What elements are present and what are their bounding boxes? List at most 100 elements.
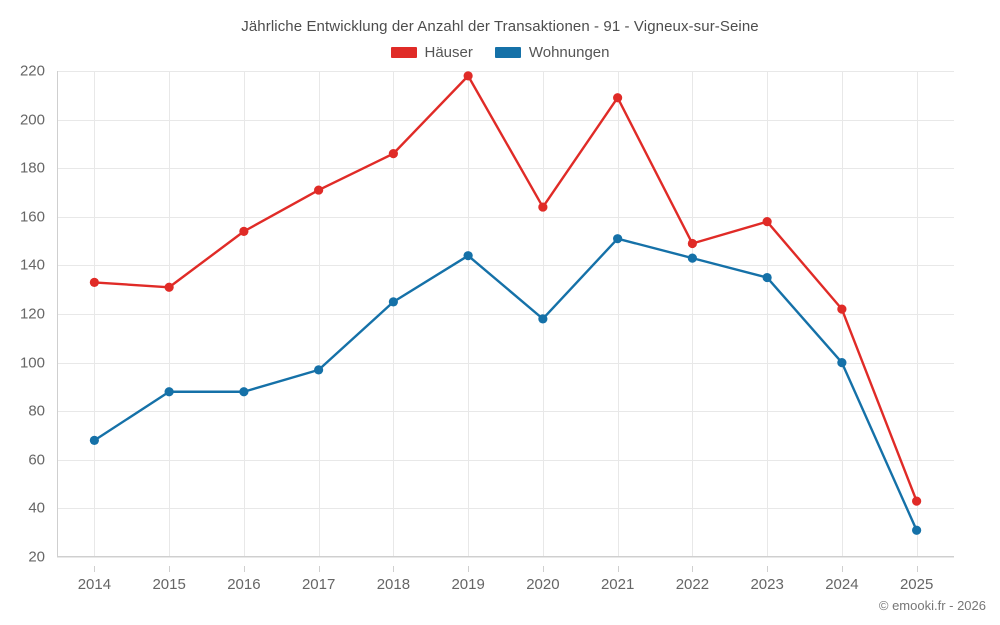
footer-credit: © emooki.fr - 2026 <box>878 598 986 613</box>
x-tick-label: 2018 <box>376 576 411 593</box>
data-point[interactable] <box>613 93 623 103</box>
series-wohnungen <box>89 234 922 535</box>
y-tick-label: 20 <box>28 548 45 566</box>
gridline-horizontal <box>57 168 954 170</box>
y-tick-label: 80 <box>28 402 45 420</box>
x-tick-mark <box>393 566 395 572</box>
gridline-vertical <box>916 71 918 557</box>
series-haeuser <box>89 71 922 506</box>
gridline-vertical <box>767 71 769 557</box>
line-swatch-icon <box>494 47 521 58</box>
x-axis-line <box>57 556 954 557</box>
gridline-vertical <box>243 71 245 557</box>
x-tick-mark <box>692 566 694 572</box>
gridline-horizontal <box>57 459 954 461</box>
data-point[interactable] <box>89 435 99 445</box>
x-tick-mark <box>617 566 619 572</box>
y-axis-line <box>57 71 58 557</box>
gridline-horizontal <box>57 411 954 413</box>
x-axis-tick-labels: 2014 2015 2016 2017 2018 2019 2020 2021 2022 2023… <box>57 566 954 593</box>
x-tick-label: 2023 <box>750 576 784 593</box>
gridline-vertical <box>841 71 843 557</box>
legend-label-haeuser: Häuser <box>424 44 473 61</box>
gridline-vertical <box>393 71 395 557</box>
y-tick-label: 120 <box>19 305 45 323</box>
x-tick-mark <box>169 566 171 572</box>
legend-item-haeuser[interactable]: Häuser <box>390 44 473 61</box>
gridline-horizontal <box>57 265 954 267</box>
gridline-horizontal <box>57 71 954 72</box>
series-line <box>93 74 918 503</box>
x-tick-label: 2022 <box>675 576 710 593</box>
gridline-vertical <box>169 71 171 557</box>
x-tick-mark <box>468 566 470 572</box>
x-tick-label: 2014 <box>77 576 112 593</box>
chart-title: Jährliche Entwicklung der Anzahl der Tra… <box>241 18 759 35</box>
data-point[interactable] <box>164 387 174 397</box>
data-point[interactable] <box>314 185 324 195</box>
gridline-horizontal <box>57 508 954 510</box>
plot-area <box>57 71 954 558</box>
x-tick-label: 2017 <box>301 576 336 593</box>
x-tick-mark <box>767 566 769 572</box>
series-line <box>93 237 918 532</box>
x-tick-mark <box>916 566 918 572</box>
y-axis-tick-labels: 20 40 60 80 100 120 140 160 180 200 220 <box>0 63 45 566</box>
data-point[interactable] <box>388 297 398 307</box>
x-tick-label: 2025 <box>899 576 934 593</box>
data-point[interactable] <box>762 272 772 283</box>
data-point[interactable] <box>164 282 174 292</box>
data-point[interactable] <box>687 238 697 249</box>
y-tick-label: 220 <box>19 62 45 80</box>
data-point[interactable] <box>837 304 847 314</box>
x-tick-label: 2021 <box>600 576 635 593</box>
data-point[interactable] <box>538 314 548 324</box>
data-point[interactable] <box>388 149 398 159</box>
x-tick-label: 2019 <box>451 576 485 593</box>
gridline-horizontal <box>57 119 954 121</box>
data-point[interactable] <box>837 358 847 368</box>
x-tick-label: 2020 <box>526 576 560 593</box>
data-point[interactable] <box>687 253 697 263</box>
x-tick-mark <box>542 566 544 572</box>
gridline-vertical <box>542 71 544 557</box>
data-point[interactable] <box>463 71 473 81</box>
gridline-vertical <box>318 71 320 557</box>
y-tick-label: 40 <box>28 499 45 517</box>
data-point[interactable] <box>613 234 623 244</box>
legend-item-wohnungen[interactable]: Wohnungen <box>494 44 610 61</box>
y-tick-label: 200 <box>19 111 45 129</box>
y-tick-label: 60 <box>28 451 45 469</box>
data-point[interactable] <box>89 277 99 288</box>
data-point[interactable] <box>538 202 548 212</box>
data-point[interactable] <box>912 496 922 506</box>
gridline-vertical <box>94 71 96 557</box>
x-tick-mark <box>318 566 320 572</box>
series-layer <box>89 71 922 535</box>
data-point[interactable] <box>463 251 473 261</box>
x-tick-label: 2015 <box>152 576 186 593</box>
y-tick-label: 100 <box>19 354 45 372</box>
gridline-vertical <box>468 71 470 557</box>
legend-label-wohnungen: Wohnungen <box>528 44 610 61</box>
gridline-horizontal <box>57 314 954 315</box>
gridline-vertical <box>692 71 694 557</box>
gridline-horizontal <box>57 362 954 364</box>
x-tick-label: 2016 <box>227 576 261 593</box>
y-tick-label: 180 <box>19 159 45 177</box>
data-point[interactable] <box>912 525 922 535</box>
y-tick-label: 140 <box>19 256 45 274</box>
data-point[interactable] <box>762 217 772 227</box>
data-point[interactable] <box>239 226 249 236</box>
gridline-horizontal <box>57 557 954 558</box>
x-tick-mark <box>841 566 843 572</box>
x-tick-mark <box>243 566 245 572</box>
y-tick-label: 160 <box>19 208 45 226</box>
data-point[interactable] <box>239 387 249 397</box>
x-tick-mark <box>94 566 96 572</box>
gridline-vertical <box>617 71 619 557</box>
line-swatch-icon <box>390 47 417 58</box>
chart-legend: Häuser Wohnungen <box>0 44 1000 61</box>
data-point[interactable] <box>314 365 324 375</box>
